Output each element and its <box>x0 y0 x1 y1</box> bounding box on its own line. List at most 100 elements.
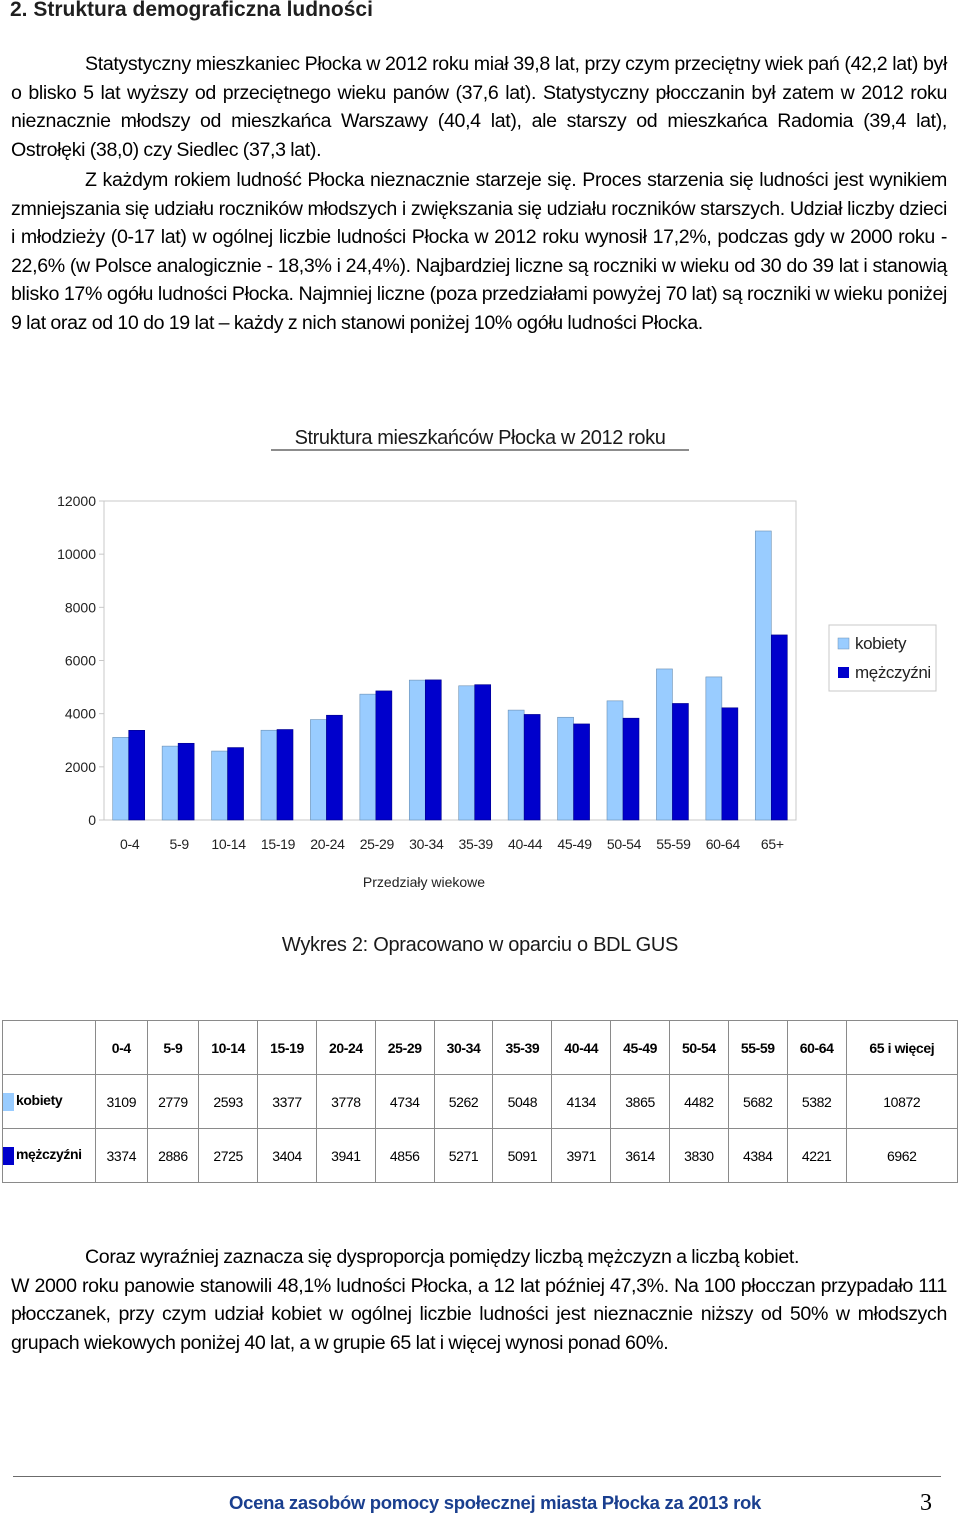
table-cell: 2779 <box>146 1074 200 1129</box>
bar-kobiety <box>458 685 476 821</box>
x-tick-label: 5-9 <box>169 836 189 852</box>
table-cell: 2593 <box>198 1074 259 1129</box>
bar-mezczyzni <box>227 747 244 821</box>
table-cell: 4856 <box>374 1128 435 1183</box>
bar-kobiety <box>211 750 228 821</box>
x-tick-label: 0-4 <box>120 836 140 852</box>
series-label: mężczyźni <box>16 1146 82 1163</box>
x-axis-label: Przedziały wiekowe <box>363 874 485 890</box>
bar-mezczyzni <box>128 730 146 821</box>
bar-kobiety <box>656 668 673 821</box>
legend-box <box>828 624 937 692</box>
x-tick-label: 60-64 <box>706 836 741 852</box>
legend-label-mezczyzni: mężczyźni <box>855 663 931 682</box>
x-tick-label: 55-59 <box>656 836 691 852</box>
closing-paragraph-line-2: W 2000 roku panowie stanowili 48,1% ludn… <box>11 1274 947 1354</box>
series-label: kobiety <box>16 1092 63 1109</box>
table-cell: 3865 <box>610 1074 670 1129</box>
table-cell: 5048 <box>492 1074 553 1129</box>
chart-caption: Wykres 2: Opracowano w oparciu o BDL GUS <box>281 934 679 956</box>
table-cell: 5091 <box>492 1128 553 1183</box>
closing-paragraph-line-1: Coraz wyraźniej zaznacza się dysproporcj… <box>85 1246 800 1268</box>
table-cell: 3778 <box>315 1074 376 1129</box>
table-row: kobiety 3109 2779 2593 3377 3778 4734 5262 5048 4… <box>2 1074 959 1129</box>
bar-mezczyzni <box>375 690 393 821</box>
x-tick-label: 25-29 <box>360 836 395 852</box>
x-tick-label: 65+ <box>761 836 784 852</box>
table-header-cell: 40-44 <box>551 1020 612 1075</box>
bar-kobiety <box>260 729 278 821</box>
x-tick-label: 30-34 <box>409 836 444 852</box>
intro-paragraph-text: Statystyczny mieszkaniec Płocka w 2012 r… <box>11 53 947 161</box>
bar-mezczyzni <box>474 684 492 821</box>
series-swatch <box>3 1146 14 1165</box>
table-cell: 10872 <box>845 1074 959 1129</box>
series-swatch <box>3 1092 14 1111</box>
bar-kobiety <box>557 716 574 821</box>
x-tick-label: 50-54 <box>607 836 642 852</box>
bar-mezczyzni <box>721 707 739 821</box>
bar-kobiety <box>112 737 130 821</box>
bar-kobiety <box>359 693 377 821</box>
table-cell: 3404 <box>257 1128 317 1183</box>
bar-mezczyzni <box>523 714 541 821</box>
table-cell: 3109 <box>95 1074 148 1129</box>
y-tick-label: 6000 <box>65 653 96 669</box>
table-header-cell: 0-4 <box>95 1020 148 1075</box>
x-tick-label: 10-14 <box>211 836 246 852</box>
x-tick-label: 15-19 <box>261 836 296 852</box>
population-table: 0-4 5-9 10-14 15-19 20-24 25-29 30-34 35-39 40-4… <box>2 1020 959 1183</box>
y-tick-label: 10000 <box>57 546 96 562</box>
y-tick-label: 4000 <box>65 706 96 722</box>
table-cell: 4134 <box>551 1074 612 1129</box>
x-tick-label: 35-39 <box>459 836 494 852</box>
footer-divider <box>13 1476 941 1477</box>
section-title: 2. Struktura demograficzna ludności <box>10 0 373 21</box>
table-corner-cell <box>2 1020 96 1075</box>
table-header-cell: 55-59 <box>727 1020 788 1075</box>
table-header-cell: 65 i więcej <box>845 1020 959 1075</box>
x-tick-label: 45-49 <box>557 836 592 852</box>
aging-paragraph-text: Z każdym rokiem ludność Płocka nieznaczn… <box>11 169 947 334</box>
aging-paragraph: Z każdym rokiem ludność Płocka nieznaczn… <box>11 166 947 338</box>
bar-mezczyzni <box>326 714 343 821</box>
table-cell: 4384 <box>727 1128 788 1183</box>
plot-area: 12000 10000 8000 6000 4000 2000 0 0-4 5-9 10-14 15… <box>57 493 797 852</box>
table-cell: 4734 <box>374 1074 435 1129</box>
table-header-cell: 15-19 <box>257 1020 317 1075</box>
y-tick-label: 0 <box>88 812 96 828</box>
plot-frame <box>103 500 797 821</box>
bar-kobiety <box>310 719 327 821</box>
bar-kobiety <box>705 676 723 821</box>
table-header-cell: 50-54 <box>669 1020 729 1075</box>
table-row: mężczyźni 3374 2886 2725 3404 3941 4856 5271 509… <box>2 1128 959 1183</box>
table-cell: 5682 <box>727 1074 788 1129</box>
table-cell: 5271 <box>433 1128 494 1183</box>
footer-title: Ocena zasobów pomocy społecznej miasta P… <box>229 1492 761 1513</box>
y-tick-label: 12000 <box>57 493 96 509</box>
page-number: 3 <box>920 1490 932 1516</box>
legend-swatch-kobiety <box>837 637 850 650</box>
intro-paragraph: Statystyczny mieszkaniec Płocka w 2012 r… <box>11 50 947 164</box>
table-cell: 2886 <box>146 1128 200 1183</box>
bar-kobiety <box>161 745 179 821</box>
table-header-cell: 25-29 <box>374 1020 435 1075</box>
legend-label-kobiety: kobiety <box>855 634 907 653</box>
table-cell: 5262 <box>433 1074 494 1129</box>
chart-title: Struktura mieszkańców Płocka w 2012 roku <box>295 427 666 449</box>
bar-mezczyzni <box>622 717 640 821</box>
table-cell: 3377 <box>257 1074 317 1129</box>
table-header-cell: 20-24 <box>315 1020 376 1075</box>
bar-mezczyzni <box>573 723 590 821</box>
table-header-cell: 35-39 <box>492 1020 553 1075</box>
table-header-cell: 30-34 <box>433 1020 494 1075</box>
table-cell: 2725 <box>198 1128 259 1183</box>
bar-mezczyzni <box>672 703 689 821</box>
table-row-label: mężczyźni <box>2 1128 96 1183</box>
chart-legend: kobiety mężczyźni <box>828 624 937 692</box>
bar-kobiety <box>408 679 426 821</box>
x-tick-label: 20-24 <box>310 836 345 852</box>
closing-paragraph: Coraz wyraźniej zaznacza się dysproporcj… <box>11 1243 947 1357</box>
table-cell: 4221 <box>786 1128 847 1183</box>
bar-mezczyzni <box>424 679 442 821</box>
